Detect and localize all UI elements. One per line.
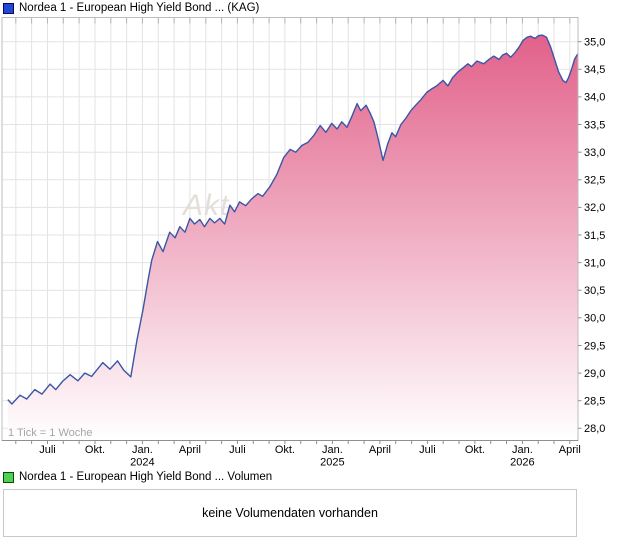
svg-text:29,5: 29,5 [584,340,605,352]
price-series-title: Nordea 1 - European High Yield Bond ... … [19,2,260,14]
volume-empty-message: keine Volumendaten vorhanden [202,506,378,520]
svg-text:28,0: 28,0 [584,423,605,435]
svg-text:34,0: 34,0 [584,92,605,104]
svg-text:2025: 2025 [320,457,344,469]
price-series-line [7,34,579,405]
svg-text:Okt.: Okt. [275,444,295,456]
svg-text:April: April [179,444,201,456]
price-series-marker-icon [3,2,14,14]
svg-text:Okt.: Okt. [85,444,105,456]
svg-text:32,0: 32,0 [584,202,605,214]
tick-note: 1 Tick = 1 Woche [8,427,93,439]
month-ticks [15,17,571,444]
svg-text:Okt.: Okt. [465,444,485,456]
svg-text:35,0: 35,0 [584,37,605,49]
svg-text:30,0: 30,0 [584,313,605,325]
svg-text:33,0: 33,0 [584,147,605,159]
volume-legend: Nordea 1 - European High Yield Bond ... … [3,471,272,483]
svg-text:29,0: 29,0 [584,368,605,380]
svg-text:33,5: 33,5 [584,119,605,131]
svg-text:31,5: 31,5 [584,230,605,242]
price-series-area [7,35,578,441]
y-axis-labels: 35,0 34,5 34,0 33,5 33,0 32,5 32,0 31,5 31,0 30,5… [578,37,605,435]
svg-text:2024: 2024 [130,457,154,469]
svg-text:April: April [369,444,391,456]
svg-text:April: April [559,444,581,456]
svg-text:28,5: 28,5 [584,396,605,408]
volume-series-title: Nordea 1 - European High Yield Bond ... … [19,471,273,483]
svg-text:Jan.: Jan. [512,444,533,456]
watermark: Akt [181,189,230,222]
svg-text:Jan.: Jan. [322,444,343,456]
svg-text:Jan.: Jan. [132,444,153,456]
svg-text:2026: 2026 [510,457,534,469]
price-legend: Nordea 1 - European High Yield Bond ... … [3,2,259,14]
svg-text:34,5: 34,5 [584,64,605,76]
svg-text:31,0: 31,0 [584,257,605,269]
svg-text:Juli: Juli [229,444,246,456]
svg-text:30,5: 30,5 [584,285,605,297]
svg-text:Juli: Juli [39,444,56,456]
svg-text:Juli: Juli [419,444,436,456]
price-chart: Akt35,034,534,033,533,032,532,031,531,03… [1,17,605,469]
svg-text:32,5: 32,5 [584,175,605,187]
volume-empty-box: keine Volumendaten vorhanden [3,489,577,537]
volume-series-marker-icon [3,471,14,483]
